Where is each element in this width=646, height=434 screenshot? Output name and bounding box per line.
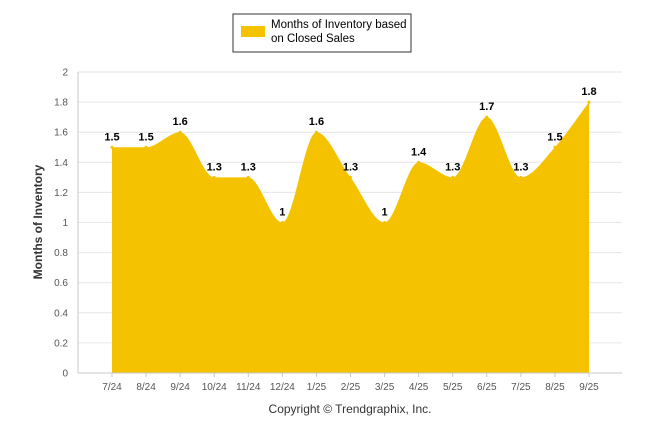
- y-tick-label: 1: [62, 218, 68, 229]
- legend: Months of Inventory based on Closed Sale…: [232, 13, 412, 53]
- legend-label-line-2: on Closed Sales: [271, 33, 355, 45]
- x-tick-label: 5/25: [443, 382, 463, 393]
- x-tick-label: 11/24: [236, 382, 261, 393]
- x-tick-label: 1/25: [307, 382, 327, 393]
- data-label: 1.3: [241, 161, 256, 173]
- x-tick-label: 7/24: [102, 382, 122, 393]
- y-axis-title: Months of Inventory: [31, 164, 45, 279]
- data-label: 1: [382, 207, 388, 219]
- data-point: [280, 221, 284, 224]
- y-tick-label: 0: [62, 369, 68, 380]
- y-tick-label: 0.4: [54, 308, 68, 319]
- area-series: [110, 100, 591, 373]
- data-label: 1.5: [104, 131, 119, 143]
- data-label: 1.5: [547, 131, 562, 143]
- y-tick-label: 1.4: [54, 158, 68, 169]
- data-label: 1.3: [207, 161, 222, 173]
- data-point: [553, 145, 557, 149]
- legend-swatch: [241, 26, 265, 37]
- data-label: 1.3: [343, 161, 358, 173]
- data-labels: 1.5 1.5 1.6 1.3 1.3 1 1.6 1.3 1 1.4 1.3 1.7 1.3 1.5 1.…: [104, 86, 596, 218]
- area-fill: [112, 102, 589, 373]
- data-point: [178, 130, 182, 134]
- x-tick-label: 7/25: [511, 382, 531, 393]
- y-tick-label: 0.2: [54, 338, 68, 349]
- data-label: 1: [279, 207, 285, 219]
- data-label: 1.3: [513, 161, 528, 173]
- y-tick-label: 1.8: [54, 98, 68, 109]
- data-point: [587, 100, 591, 104]
- x-tick-label: 4/25: [409, 382, 429, 393]
- data-point: [314, 130, 318, 134]
- data-point: [451, 175, 455, 179]
- data-label: 1.8: [581, 86, 596, 98]
- x-axis-ticks: 7/24 8/24 9/24 10/24 11/24 12/24 1/25 2/25 3/25 4…: [102, 373, 599, 393]
- y-tick-label: 0.8: [54, 248, 68, 259]
- legend-label-line-1: Months of Inventory based: [271, 19, 407, 31]
- data-label: 1.4: [411, 146, 427, 158]
- y-tick-label: 1.2: [54, 188, 68, 199]
- data-point: [144, 145, 148, 149]
- x-tick-label: 3/25: [375, 382, 395, 393]
- data-label: 1.6: [172, 116, 187, 128]
- y-axis-ticks: 0 0.2 0.4 0.6 0.8 1 1.2 1.4 1.6 1.8 2: [54, 68, 68, 380]
- x-tick-label: 2/25: [341, 382, 361, 393]
- data-label: 1.6: [309, 116, 324, 128]
- data-point: [485, 115, 489, 119]
- data-point: [110, 145, 114, 149]
- data-point: [246, 175, 250, 179]
- x-tick-label: 8/25: [545, 382, 565, 393]
- data-point: [383, 221, 387, 224]
- x-tick-label: 12/24: [270, 382, 295, 393]
- data-label: 1.5: [138, 131, 153, 143]
- data-point: [212, 175, 216, 179]
- x-tick-label: 8/24: [136, 382, 156, 393]
- y-tick-label: 2: [62, 68, 68, 79]
- data-label: 1.3: [445, 161, 460, 173]
- data-point: [417, 160, 421, 164]
- data-point: [349, 175, 352, 179]
- x-tick-label: 9/25: [579, 382, 599, 393]
- y-tick-label: 1.6: [54, 128, 68, 139]
- x-tick-label: 10/24: [202, 382, 227, 393]
- y-tick-label: 0.6: [54, 278, 68, 289]
- data-point: [519, 175, 523, 179]
- data-label: 1.7: [479, 101, 494, 113]
- x-tick-label: 6/25: [477, 382, 497, 393]
- x-tick-label: 9/24: [170, 382, 190, 393]
- copyright-text: Copyright © Trendgraphix, Inc.: [269, 402, 432, 416]
